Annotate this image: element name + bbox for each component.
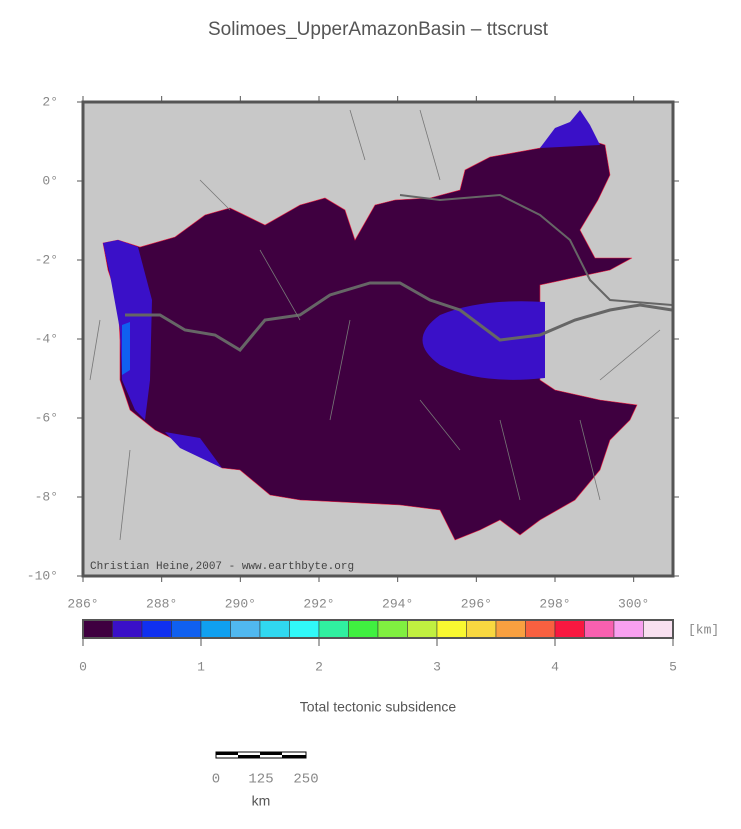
colorbar-swatch [584, 619, 615, 639]
colorbar-swatch [377, 619, 408, 639]
colorbar-swatch [112, 619, 143, 639]
scalebar-segment [238, 755, 260, 758]
scalebar-label: 0 [212, 772, 220, 788]
lon-label: 300° [618, 596, 649, 611]
credit-box [88, 558, 390, 572]
colorbar-tick-label: 4 [551, 659, 559, 674]
colorbar-swatch [613, 619, 644, 639]
scalebar: km [215, 751, 307, 809]
title: Solimoes_UpperAmazonBasin – ttscrust [208, 19, 549, 40]
colorbar-swatch [495, 619, 526, 639]
lon-label: 288° [146, 596, 177, 611]
lon-label: 290° [225, 596, 256, 611]
credit: Christian Heine,2007 - www.earthbyte.org [90, 561, 354, 573]
river [399, 193, 673, 306]
colorbar-frame [82, 619, 674, 639]
colorbar-swatch [230, 619, 261, 639]
colorbar-tick-label: 0 [79, 659, 87, 674]
colorbar-swatch [407, 619, 438, 639]
scalebar-segment [216, 752, 238, 755]
colorbar-swatch [171, 619, 202, 639]
scalebar-unit: km [252, 793, 271, 809]
river [89, 109, 661, 541]
lon-label: 286° [67, 596, 98, 611]
scalebar-label: 125 [248, 772, 273, 788]
colorbar-tick-label: 3 [433, 659, 441, 674]
lon-label: 296° [461, 596, 492, 611]
lon-label: 298° [539, 596, 570, 611]
subsidence-zone [540, 110, 600, 148]
basin [102, 129, 638, 541]
lon-label: 294° [382, 596, 413, 611]
lon-label: 292° [303, 596, 334, 611]
subsidence-zone [122, 322, 130, 375]
lat-label: 2° [42, 94, 58, 109]
lat-label: -8° [35, 489, 58, 504]
colorbar-tick-label: 1 [197, 659, 205, 674]
lat-label: -10° [27, 568, 58, 583]
colorbar-swatch [643, 619, 674, 639]
colorbar-swatch [348, 619, 379, 639]
colorbar-swatch [141, 619, 172, 639]
colorbar-unit: [km] [688, 622, 719, 637]
scalebar-segment [282, 755, 306, 758]
scalebar-segment [260, 752, 282, 755]
colorbar-tick-label: 2 [315, 659, 323, 674]
colorbar-swatch [436, 619, 467, 639]
colorbar-swatch [554, 619, 585, 639]
colorbar-swatch [200, 619, 231, 639]
subsidence-zone [422, 301, 545, 380]
river [125, 281, 673, 352]
colorbar-swatch [466, 619, 497, 639]
lat-label: 0° [42, 173, 58, 188]
colorbar-swatch [259, 619, 290, 639]
colorbar-swatch [289, 619, 320, 639]
lat-label: -6° [35, 410, 58, 425]
colorbar-swatch [318, 619, 349, 639]
colorbar-caption: Total tectonic subsidence [300, 699, 457, 715]
scalebar-label: 250 [293, 772, 318, 788]
subsidence-zone [165, 432, 222, 468]
colorbar-swatch [82, 619, 113, 639]
colorbar-swatch [525, 619, 556, 639]
colorbar-tick-label: 5 [669, 659, 677, 674]
lat-label: -4° [35, 331, 58, 346]
lat-label: -2° [35, 252, 58, 267]
map: Christian Heine,2007 - www.earthbyte.org [81, 100, 675, 578]
